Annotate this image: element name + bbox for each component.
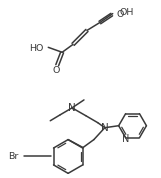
Text: HO: HO (29, 44, 43, 53)
Text: O: O (52, 66, 60, 75)
Text: N: N (122, 134, 129, 144)
Text: O: O (117, 10, 124, 19)
Text: N: N (101, 123, 109, 133)
Text: Br: Br (8, 152, 19, 161)
Text: OH: OH (120, 8, 134, 17)
Text: N: N (68, 103, 76, 113)
